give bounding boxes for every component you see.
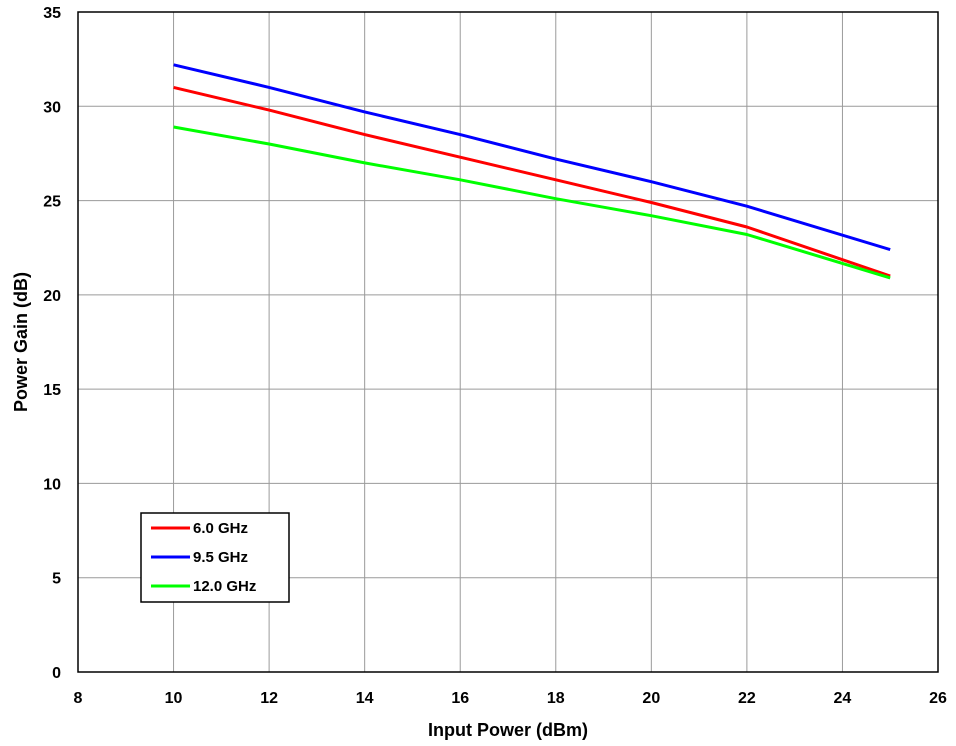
x-axis-tick-labels: 8 10 12 14 16 18 20 22 24 26: [74, 690, 947, 707]
y-tick-label: 35: [43, 5, 61, 22]
x-tick-label: 22: [738, 690, 756, 707]
y-tick-label: 30: [43, 99, 61, 116]
x-tick-label: 20: [642, 690, 660, 707]
y-tick-label: 0: [52, 665, 61, 682]
x-tick-label: 26: [929, 690, 947, 707]
x-tick-label: 8: [74, 690, 83, 707]
y-tick-label: 10: [43, 476, 61, 493]
series-line-2: [174, 65, 891, 250]
y-tick-label: 15: [43, 382, 61, 399]
x-tick-label: 16: [451, 690, 469, 707]
x-axis-label: Input Power (dBm): [428, 720, 588, 740]
x-tick-label: 14: [356, 690, 374, 707]
y-tick-label: 20: [43, 288, 61, 305]
x-tick-label: 10: [165, 690, 183, 707]
series-line-3: [174, 127, 891, 278]
series-lines: [174, 65, 891, 278]
y-axis-label: Power Gain (dB): [11, 272, 31, 412]
legend: 6.0 GHz 9.5 GHz 12.0 GHz: [141, 513, 289, 602]
legend-label: 12.0 GHz: [193, 578, 256, 595]
y-tick-label: 5: [52, 571, 61, 588]
x-tick-label: 12: [260, 690, 278, 707]
y-tick-label: 25: [43, 194, 61, 211]
legend-label: 9.5 GHz: [193, 549, 248, 566]
y-axis-tick-labels: 0 5 10 15 20 25 30 35: [43, 5, 61, 682]
legend-label: 6.0 GHz: [193, 520, 248, 537]
series-line-1: [174, 87, 891, 276]
x-tick-label: 24: [834, 690, 852, 707]
x-tick-label: 18: [547, 690, 565, 707]
